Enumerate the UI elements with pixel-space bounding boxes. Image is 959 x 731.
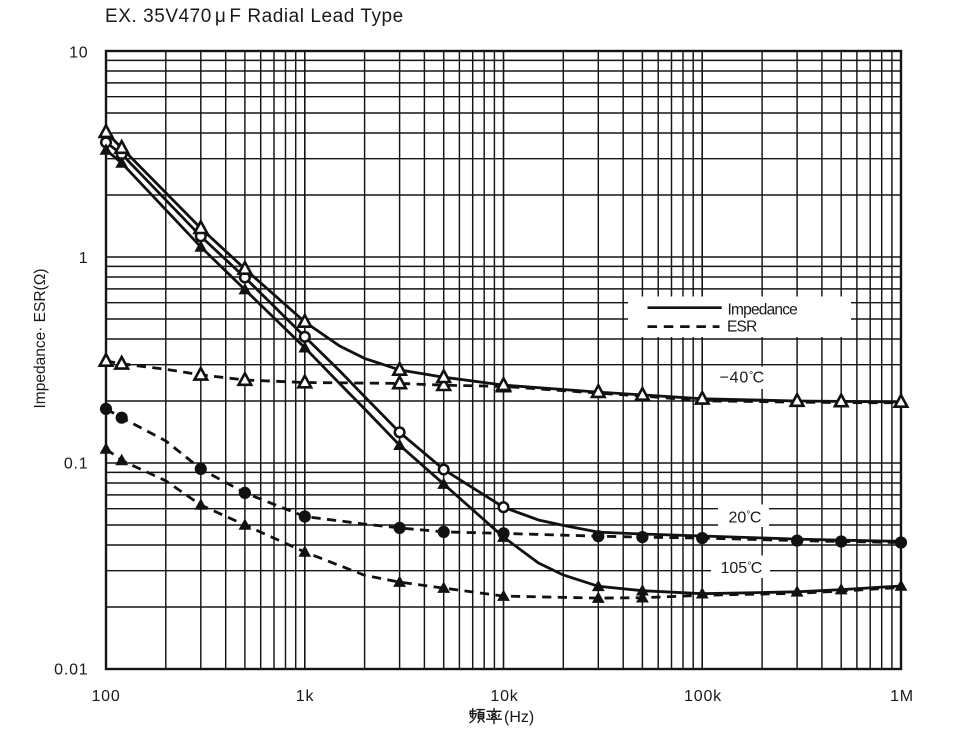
svg-text:0.01: 0.01 [54, 662, 88, 679]
svg-text:10: 10 [69, 45, 88, 62]
svg-text:1k: 1k [296, 688, 315, 705]
svg-text:−40°C: −40°C [720, 369, 765, 386]
svg-text:20°C: 20°C [729, 509, 762, 526]
svg-text:0.1: 0.1 [64, 456, 89, 473]
svg-text:100: 100 [91, 688, 120, 705]
svg-text:10k: 10k [490, 688, 518, 705]
svg-text:1M: 1M [890, 688, 914, 705]
svg-text:Impedance· ESR(Ω): Impedance· ESR(Ω) [32, 269, 49, 409]
svg-text:ESR: ESR [727, 318, 757, 335]
svg-text:1: 1 [79, 250, 89, 267]
svg-text:100k: 100k [684, 688, 722, 705]
svg-text:(Hz): (Hz) [504, 709, 534, 726]
svg-text:105°C: 105°C [721, 560, 763, 577]
svg-text:Impedance: Impedance [728, 302, 798, 319]
